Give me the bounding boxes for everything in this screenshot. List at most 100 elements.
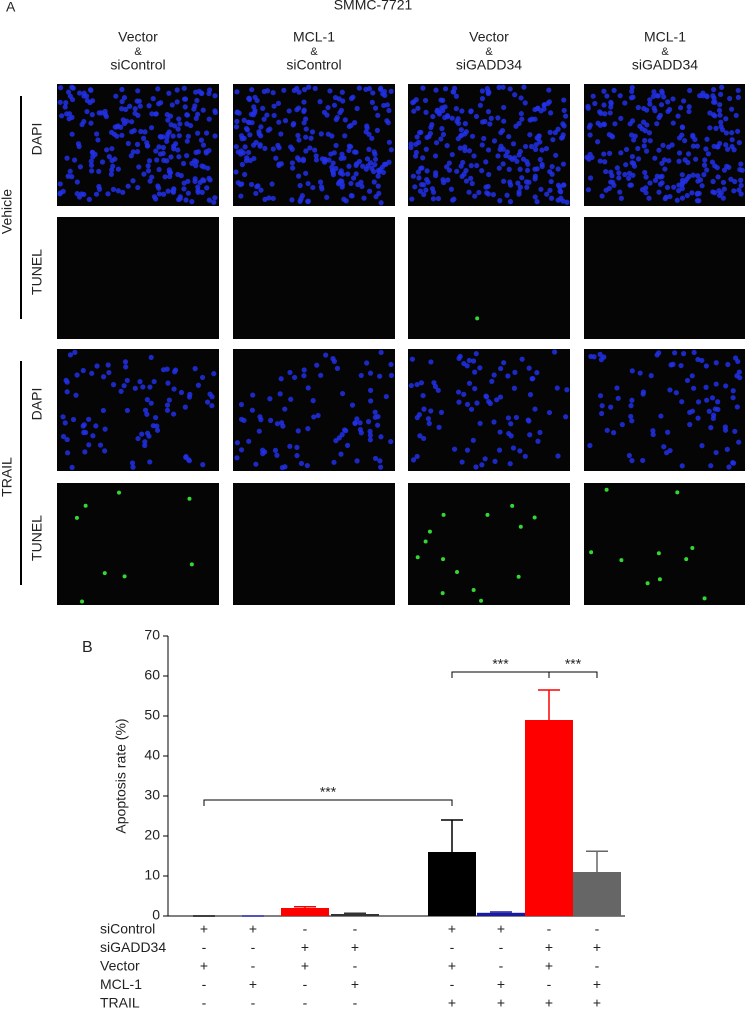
nucleus — [438, 136, 444, 142]
significance-bracket — [203, 799, 453, 806]
nucleus — [145, 163, 151, 169]
nucleus — [723, 116, 729, 122]
nucleus — [603, 187, 609, 193]
nucleus — [360, 163, 366, 169]
panel-title: SMMC-7721 — [334, 0, 413, 13]
nucleus — [300, 156, 306, 162]
nucleus — [276, 119, 282, 125]
nucleus — [118, 388, 124, 394]
nucleus — [148, 354, 154, 361]
nucleus — [689, 373, 695, 379]
nucleus — [142, 439, 148, 445]
condition-name: siGADD34 — [100, 939, 166, 955]
nucleus — [369, 99, 375, 105]
nucleus — [271, 103, 277, 109]
nucleus — [367, 387, 374, 393]
nucleus — [724, 146, 731, 152]
error-bar — [490, 911, 512, 913]
nucleus — [192, 366, 198, 372]
nucleus — [342, 133, 348, 139]
nucleus — [327, 88, 333, 94]
nucleus — [149, 111, 155, 117]
nucleus — [421, 435, 427, 442]
nucleus — [723, 383, 729, 389]
nucleus — [690, 132, 696, 138]
nucleus — [374, 127, 380, 134]
nucleus — [563, 414, 569, 420]
nucleus — [703, 146, 709, 152]
nucleus — [617, 93, 623, 99]
nucleus — [183, 454, 189, 460]
nucleus — [473, 464, 479, 470]
nucleus — [212, 93, 218, 99]
nucleus — [121, 120, 128, 127]
nucleus — [685, 159, 691, 166]
nucleus — [184, 112, 190, 118]
nucleus — [294, 452, 300, 459]
nucleus — [144, 140, 150, 146]
nucleus — [111, 131, 117, 137]
nucleus — [599, 193, 605, 199]
stain-label: TUNEL — [29, 515, 45, 561]
nucleus — [723, 130, 730, 136]
nucleus — [497, 198, 503, 204]
nucleus — [364, 125, 370, 131]
nucleus — [375, 414, 381, 420]
nucleus — [135, 88, 141, 94]
nucleus — [650, 431, 656, 438]
nucleus — [715, 399, 721, 405]
nucleus — [303, 134, 309, 140]
nucleus — [474, 162, 480, 169]
nucleus — [304, 462, 310, 469]
nucleus — [93, 423, 99, 429]
nucleus — [375, 422, 381, 428]
nucleus — [353, 149, 359, 155]
nucleus — [97, 442, 104, 448]
nucleus — [142, 407, 149, 413]
nucleus — [528, 143, 535, 150]
nucleus — [479, 96, 486, 102]
nucleus — [205, 165, 211, 171]
nucleus — [483, 159, 489, 165]
nucleus — [82, 449, 88, 455]
nucleus — [560, 182, 567, 188]
nucleus — [64, 155, 70, 161]
bar — [281, 908, 329, 916]
nucleus — [455, 389, 462, 395]
nucleus — [171, 386, 177, 392]
nucleus — [557, 188, 563, 194]
nucleus — [628, 403, 634, 409]
nucleus — [647, 101, 653, 107]
nucleus — [388, 147, 394, 153]
nucleus — [174, 99, 180, 105]
nucleus — [563, 113, 569, 119]
nucleus — [100, 407, 107, 414]
nucleus — [81, 191, 87, 197]
column-label: siControl — [110, 57, 165, 73]
apoptotic-cell — [189, 562, 194, 567]
nucleus — [81, 429, 87, 436]
nucleus — [463, 178, 470, 184]
nucleus — [64, 436, 70, 443]
nucleus — [464, 447, 471, 453]
nucleus — [152, 414, 159, 421]
nucleus — [348, 180, 354, 187]
apoptotic-cell — [656, 551, 661, 556]
nucleus — [506, 430, 512, 437]
condition-sign: + — [497, 995, 505, 1011]
nucleus — [256, 131, 262, 137]
nucleus — [209, 403, 215, 409]
nucleus — [113, 93, 119, 99]
nucleus — [139, 431, 145, 437]
significance-bracket — [451, 671, 550, 678]
nucleus — [74, 179, 80, 185]
nucleus — [105, 191, 111, 197]
apoptotic-cell — [122, 574, 127, 579]
condition-sign: - — [202, 976, 207, 992]
nucleus — [76, 194, 83, 200]
condition-sign: - — [202, 995, 207, 1011]
nucleus — [546, 409, 553, 416]
nucleus — [730, 388, 736, 394]
nucleus — [273, 155, 279, 161]
nucleus — [495, 115, 501, 121]
